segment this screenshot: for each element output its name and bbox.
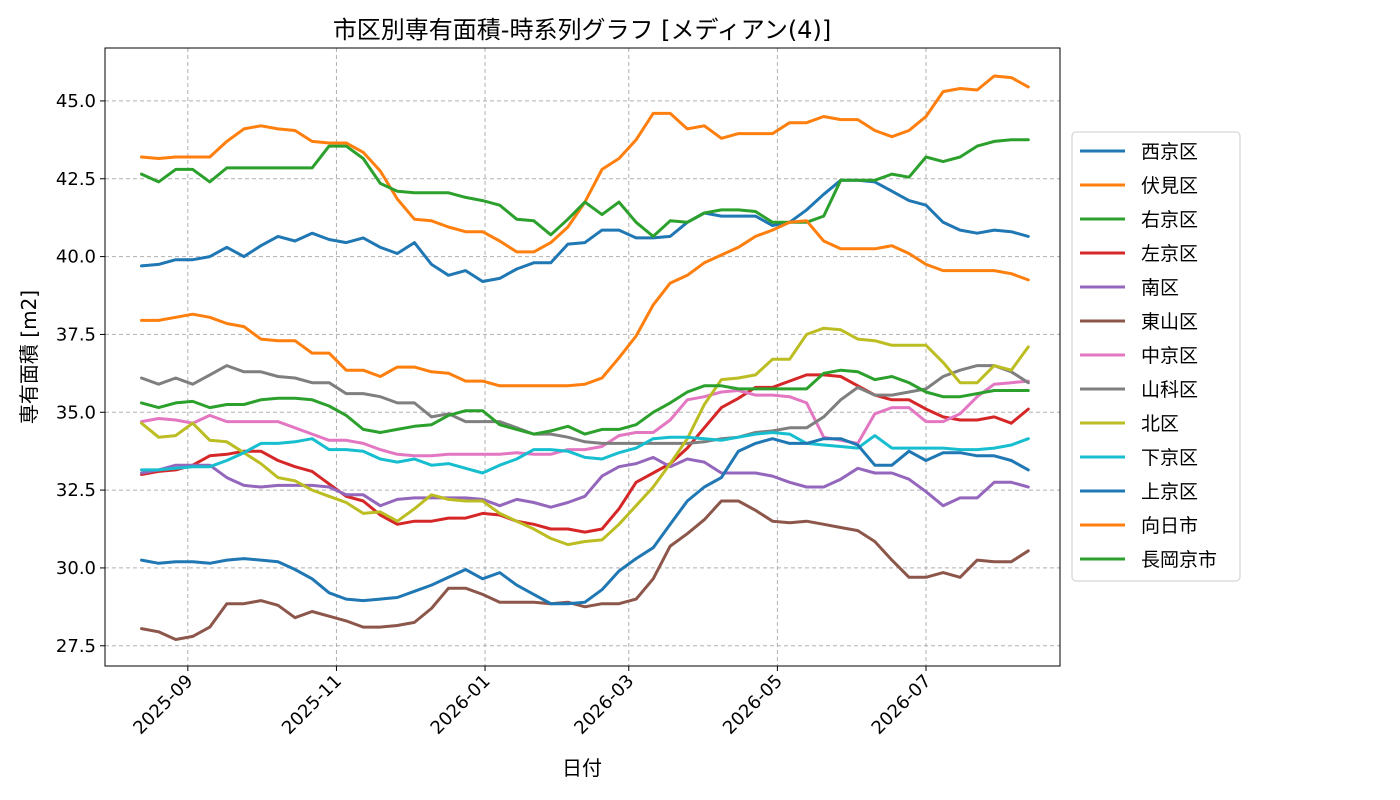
legend-entry: 伏見区 (1141, 175, 1198, 197)
legend-entry: 下京区 (1141, 447, 1198, 469)
series-line (140, 368, 1030, 436)
plot-area-frame (104, 47, 1061, 667)
series-line (140, 364, 1030, 445)
legend-entry: 左京区 (1141, 243, 1198, 265)
y-tick-label: 30.0 (56, 558, 96, 579)
chart-title: 市区別専有面積-時系列グラフ [メディアン(4)] (333, 16, 831, 44)
series-line (140, 326, 1030, 547)
legend-frame (1071, 131, 1241, 582)
y-tick-label: 35.0 (56, 402, 96, 423)
legend-entry: 中京区 (1141, 345, 1198, 367)
legend-entry: 右京区 (1141, 209, 1198, 231)
y-tick-label: 32.5 (56, 480, 96, 501)
grid (105, 48, 1060, 666)
series-line (140, 373, 1030, 534)
series-line (140, 437, 1030, 606)
x-tick-label: 2026-03 (570, 671, 638, 739)
legend-entry: 北区 (1141, 413, 1179, 435)
series-lines (140, 74, 1030, 641)
series-line (140, 431, 1030, 475)
y-tick-label: 37.5 (56, 324, 96, 345)
y-tick-label: 42.5 (56, 169, 96, 190)
legend-entry: 長岡京市 (1141, 549, 1217, 571)
x-tick-label: 2025-11 (278, 671, 346, 739)
y-tick-label: 45.0 (56, 91, 96, 112)
x-tick-label: 2025-09 (129, 671, 197, 739)
series-line (140, 379, 1030, 458)
y-tick-label: 40.0 (56, 247, 96, 268)
y-tick-label: 27.5 (56, 636, 96, 657)
legend-entry: 上京区 (1141, 481, 1198, 503)
x-tick-label: 2026-07 (868, 671, 936, 739)
legend-entry: 向日市 (1141, 515, 1198, 537)
x-tick-label: 2026-05 (719, 671, 787, 739)
series-line (140, 138, 1030, 238)
series-line (140, 178, 1030, 283)
legend-entry: 西京区 (1141, 141, 1198, 163)
y-axis-label: 専有面積 [m2] (17, 290, 41, 424)
series-line (140, 499, 1030, 641)
legend-entry: 山科区 (1141, 379, 1198, 401)
legend-entry: 南区 (1141, 277, 1179, 299)
series-line (140, 74, 1030, 254)
legend-entry: 東山区 (1141, 311, 1198, 333)
series-line (140, 219, 1030, 388)
x-axis-label: 日付 (562, 756, 602, 780)
x-tick-label: 2026-01 (427, 671, 495, 739)
series-line (140, 455, 1030, 509)
